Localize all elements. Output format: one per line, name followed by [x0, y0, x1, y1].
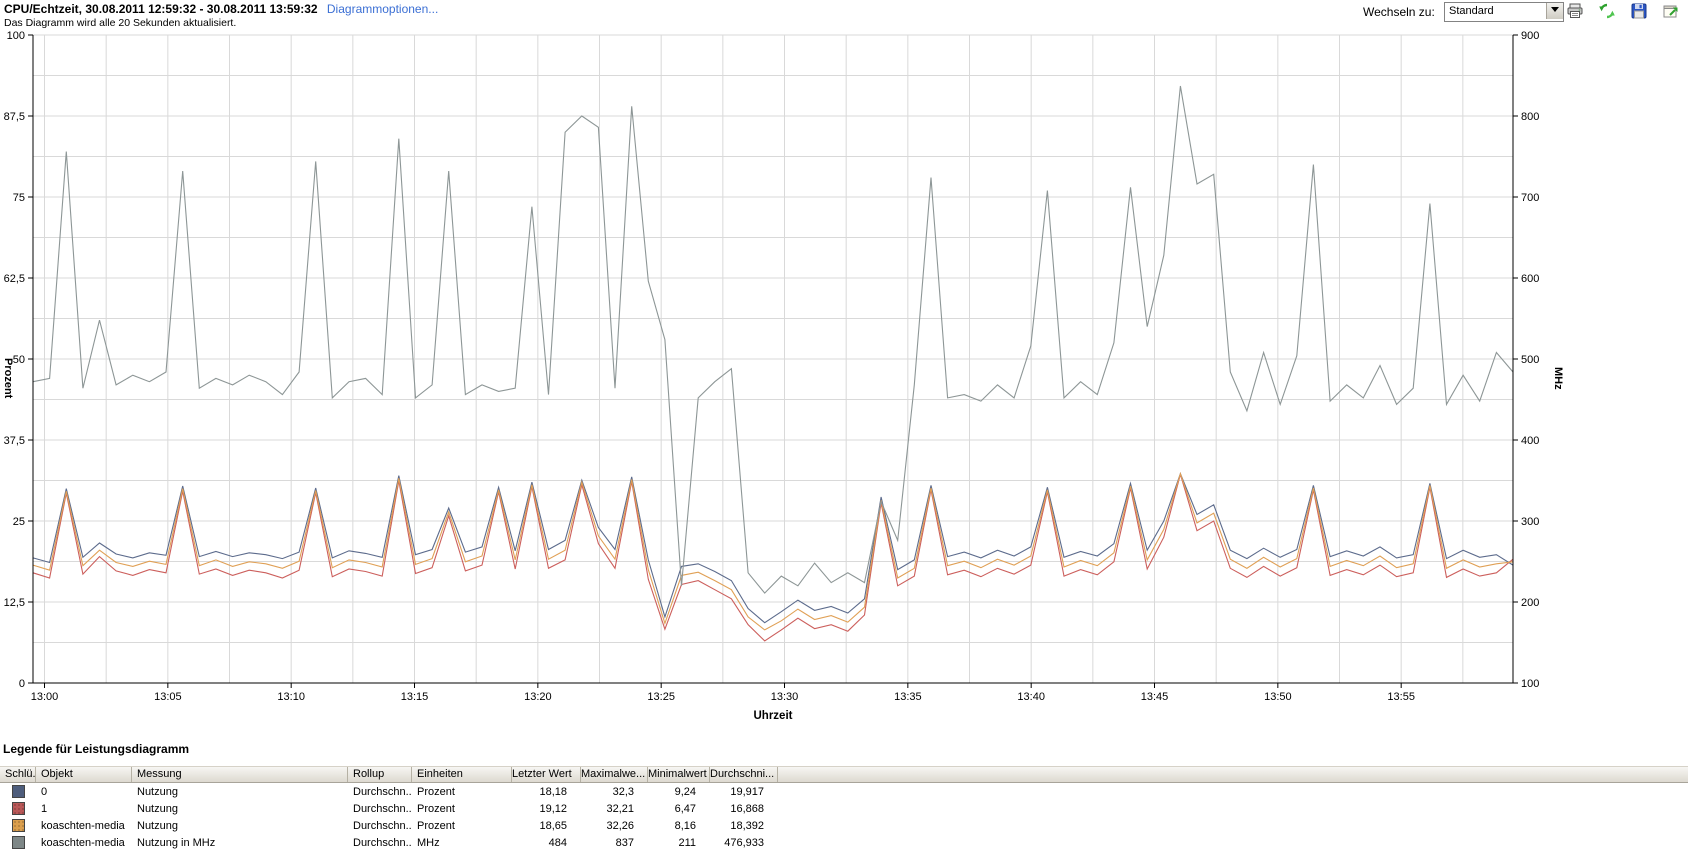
chart-header: CPU/Echtzeit, 30.08.2011 12:59:32 - 30.0…	[4, 2, 438, 16]
col-rollup[interactable]: Rollup	[348, 767, 412, 782]
svg-text:50: 50	[13, 354, 25, 366]
svg-text:13:05: 13:05	[154, 691, 182, 703]
svg-text:75: 75	[13, 192, 25, 204]
save-icon[interactable]	[1630, 2, 1648, 20]
legend-title: Legende für Leistungsdiagramm	[3, 742, 190, 756]
col-objekt[interactable]: Objekt	[36, 767, 132, 782]
svg-text:37,5: 37,5	[4, 435, 25, 447]
svg-text:900: 900	[1521, 30, 1539, 42]
y-axis-label-right: MHz	[1552, 366, 1564, 390]
svg-text:13:10: 13:10	[277, 691, 305, 703]
col-durchschnitt[interactable]: Durchschni...	[710, 767, 778, 782]
legend-table: Schlü... Objekt Messung Rollup Einheiten…	[0, 766, 1688, 851]
svg-text:13:30: 13:30	[771, 691, 799, 703]
svg-text:25: 25	[13, 516, 25, 528]
svg-text:87,5: 87,5	[4, 111, 25, 123]
svg-text:13:15: 13:15	[401, 691, 429, 703]
page-title: CPU/Echtzeit, 30.08.2011 12:59:32 - 30.0…	[4, 2, 318, 16]
svg-text:100: 100	[7, 30, 25, 42]
col-einheiten[interactable]: Einheiten	[412, 767, 512, 782]
svg-text:400: 400	[1521, 435, 1539, 447]
col-minimalwert[interactable]: Minimalwert	[648, 767, 710, 782]
svg-text:13:35: 13:35	[894, 691, 922, 703]
svg-text:62,5: 62,5	[4, 273, 25, 285]
col-schluessel[interactable]: Schlü...	[0, 767, 36, 782]
svg-text:0: 0	[19, 678, 25, 690]
export-icon[interactable]	[1662, 2, 1680, 20]
series-color-swatch	[12, 836, 25, 849]
table-row[interactable]: 0 Nutzung Durchschn... Prozent 18,18 32,…	[0, 783, 1688, 800]
svg-text:500: 500	[1521, 354, 1539, 366]
x-axis-label: Uhrzeit	[753, 710, 793, 722]
svg-text:200: 200	[1521, 597, 1539, 609]
table-row[interactable]: koaschten-media Nutzung Durchschn... Pro…	[0, 817, 1688, 834]
series-color-swatch	[12, 802, 25, 815]
svg-text:13:00: 13:00	[31, 691, 59, 703]
y-axis-label-left: Prozent	[2, 357, 14, 399]
col-maximalwert[interactable]: Maximalwe...	[581, 767, 648, 782]
printer-icon[interactable]	[1566, 2, 1584, 20]
performance-chart: 100 87,5 75 62,5 50 37,5 25 12,5 0 900 800 700 600 50…	[0, 28, 1688, 734]
svg-text:700: 700	[1521, 192, 1539, 204]
svg-text:12,5: 12,5	[4, 597, 25, 609]
legend-table-header: Schlü... Objekt Messung Rollup Einheiten…	[0, 766, 1688, 783]
svg-text:13:50: 13:50	[1264, 691, 1292, 703]
svg-text:100: 100	[1521, 678, 1539, 690]
chart-view-selected-value: Standard	[1449, 5, 1494, 17]
svg-text:600: 600	[1521, 273, 1539, 285]
table-row[interactable]: 1 Nutzung Durchschn... Prozent 19,12 32,…	[0, 800, 1688, 817]
chevron-down-icon[interactable]	[1546, 3, 1563, 19]
switch-to-label: Wechseln zu:	[1363, 5, 1435, 19]
svg-text:13:45: 13:45	[1141, 691, 1169, 703]
svg-text:13:55: 13:55	[1387, 691, 1415, 703]
refresh-icon[interactable]	[1598, 2, 1616, 20]
svg-text:13:25: 13:25	[647, 691, 675, 703]
chart-plot-area: 100 87,5 75 62,5 50 37,5 25 12,5 0 900 800 700 600 50…	[4, 30, 1540, 703]
svg-text:300: 300	[1521, 516, 1539, 528]
series-color-swatch	[12, 785, 25, 798]
svg-text:800: 800	[1521, 111, 1539, 123]
svg-text:13:20: 13:20	[524, 691, 552, 703]
series-color-swatch	[12, 819, 25, 832]
refresh-note: Das Diagramm wird alle 20 Sekunden aktua…	[4, 17, 237, 29]
chart-view-select[interactable]: Standard	[1444, 2, 1564, 22]
svg-text:13:40: 13:40	[1017, 691, 1045, 703]
col-messung[interactable]: Messung	[132, 767, 348, 782]
table-row[interactable]: koaschten-media Nutzung in MHz Durchschn…	[0, 834, 1688, 851]
col-letzter-wert[interactable]: Letzter Wert	[512, 767, 581, 782]
chart-options-link[interactable]: Diagrammoptionen...	[326, 2, 439, 16]
